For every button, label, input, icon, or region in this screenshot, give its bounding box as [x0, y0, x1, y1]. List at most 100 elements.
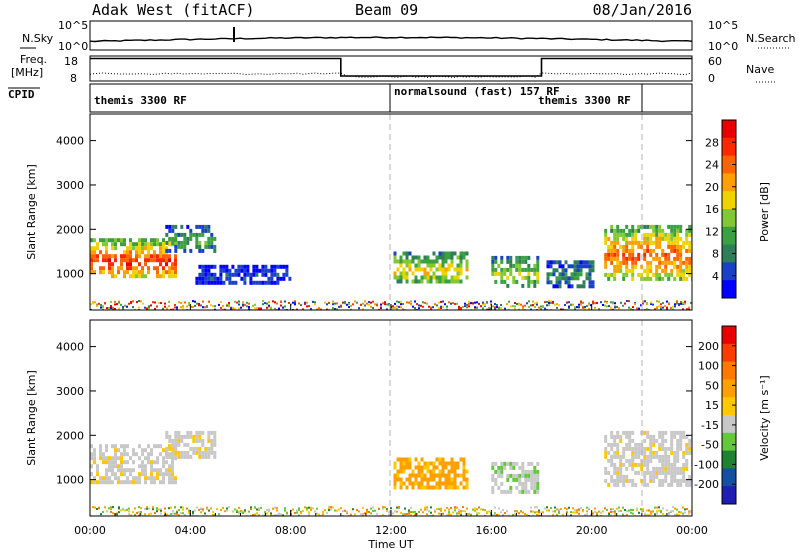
- noise-cell: [558, 508, 560, 511]
- heatmap-cell-0: [150, 258, 153, 263]
- heatmap-cell-4: [619, 470, 623, 475]
- heatmap-cell-3: [450, 279, 454, 284]
- heatmap-cell-6: [643, 236, 647, 241]
- noise-cell: [372, 510, 374, 512]
- heatmap-cell-0: [90, 238, 93, 243]
- heatmap-cell-2: [441, 481, 445, 486]
- noise-cell: [356, 301, 358, 304]
- heatmap-cell-0: [126, 476, 129, 481]
- y-tick-label: 3000: [56, 385, 84, 398]
- heatmap-cell-3: [500, 481, 504, 486]
- heatmap-cell-3: [426, 279, 430, 284]
- heatmap-cell-6: [652, 248, 656, 253]
- heatmap-cell-4: [622, 430, 626, 435]
- colorbar-swatch: [722, 361, 736, 380]
- heatmap-cell-4: [500, 271, 504, 276]
- noise-cell: [182, 306, 184, 309]
- heatmap-cell-6: [637, 244, 641, 249]
- heatmap-cell-6: [676, 228, 680, 233]
- colorbar-swatch: [722, 343, 736, 363]
- heatmap-cell-6: [643, 224, 647, 229]
- noise-cell: [192, 510, 194, 513]
- heatmap-cell-1: [165, 248, 169, 253]
- noise-cell: [242, 303, 244, 306]
- heatmap-cell-6: [619, 268, 623, 273]
- heatmap-cell-3: [491, 465, 495, 470]
- heatmap-cell-4: [652, 470, 656, 475]
- noise-cell: [534, 506, 536, 509]
- heatmap-cell-6: [607, 252, 611, 257]
- heatmap-cell-1: [174, 244, 178, 249]
- noise-cell: [424, 301, 426, 304]
- heatmap-cell-2: [276, 276, 280, 281]
- heatmap-cell-1: [168, 228, 172, 233]
- noise-cell: [214, 305, 216, 308]
- heatmap-cell-6: [688, 272, 692, 277]
- heatmap-cell-4: [640, 446, 644, 451]
- heatmap-cell-0: [144, 274, 147, 279]
- heatmap-cell-4: [497, 263, 501, 268]
- noise-cell: [606, 302, 608, 304]
- heatmap-cell-2: [459, 481, 463, 486]
- noise-cell: [318, 513, 320, 516]
- noise-cell: [302, 308, 304, 310]
- heatmap-cell-1: [165, 430, 169, 435]
- heatmap-cell-0: [156, 476, 159, 481]
- heatmap-cell-2: [258, 280, 262, 285]
- noise-cell: [690, 510, 692, 513]
- noise-cell: [614, 305, 616, 308]
- heatmap-cell-2: [426, 477, 430, 482]
- heatmap-cell-3: [503, 461, 507, 466]
- heatmap-cell-0: [90, 444, 93, 449]
- noise-cell: [404, 507, 406, 510]
- noise-cell: [220, 301, 222, 303]
- heatmap-cell-6: [679, 260, 683, 265]
- heatmap-cell-0: [144, 464, 147, 469]
- heatmap-cell-4: [667, 470, 671, 475]
- noise-cell: [322, 510, 324, 513]
- heatmap-cell-4: [658, 466, 662, 471]
- heatmap-cell-4: [634, 450, 638, 455]
- noise-cell: [556, 306, 558, 309]
- heatmap-cell-0: [93, 238, 96, 243]
- heatmap-cell-0: [165, 254, 168, 259]
- noise-cell: [98, 506, 100, 509]
- noise-cell: [420, 508, 422, 511]
- heatmap-cell-0: [174, 480, 177, 485]
- heatmap-cell-2: [285, 264, 289, 269]
- heatmap-cell-6: [610, 240, 614, 245]
- heatmap-cell-4: [518, 267, 522, 272]
- heatmap-cell-0: [156, 456, 159, 461]
- noise-cell: [446, 514, 448, 516]
- heatmap-cell-4: [664, 446, 668, 451]
- heatmap-cell-2: [396, 469, 400, 474]
- heatmap-cell-4: [628, 446, 632, 451]
- heatmap-cell-0: [99, 452, 102, 457]
- heatmap-cell-2: [243, 264, 247, 269]
- heatmap-cell-6: [628, 232, 632, 237]
- heatmap-cell-6: [649, 252, 653, 257]
- noise-cell: [640, 304, 642, 307]
- heatmap-cell-4: [676, 442, 680, 447]
- noise-cell: [462, 506, 464, 509]
- noise-cell: [130, 514, 132, 516]
- heatmap-cell-6: [631, 224, 635, 229]
- heatmap-cell-0: [102, 254, 105, 259]
- noise-cell: [514, 302, 516, 304]
- heatmap-cell-4: [646, 446, 650, 451]
- noise-cell: [368, 511, 370, 513]
- heatmap-cell-6: [679, 236, 683, 241]
- noise-cell: [138, 506, 140, 509]
- heatmap-cell-2: [462, 457, 466, 462]
- noise-cell: [212, 513, 214, 516]
- noise-cell: [440, 300, 442, 303]
- heatmap-cell-4: [661, 454, 665, 459]
- noise-cell: [334, 509, 336, 512]
- heatmap-cell-0: [168, 476, 171, 481]
- heatmap-cell-3: [527, 489, 531, 494]
- heatmap-cell-2: [396, 457, 400, 462]
- heatmap-cell-4: [679, 478, 683, 483]
- noise-cell: [466, 303, 468, 306]
- noise-cell: [400, 300, 402, 303]
- heatmap-cell-0: [123, 250, 126, 255]
